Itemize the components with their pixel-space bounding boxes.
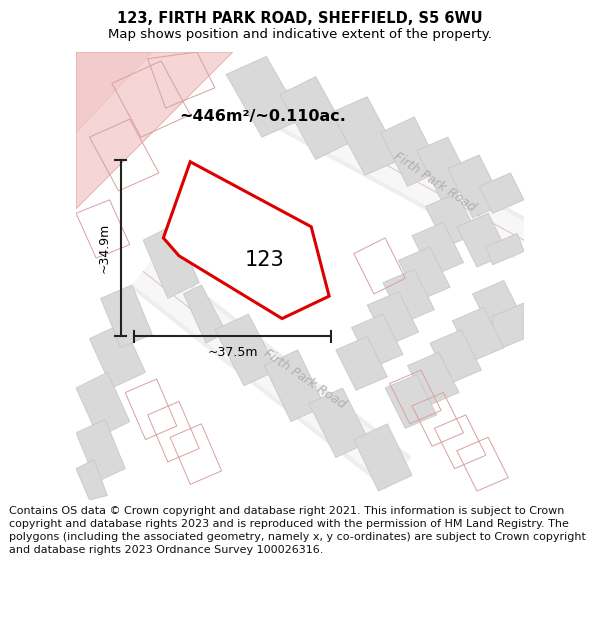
- Polygon shape: [264, 350, 325, 422]
- Polygon shape: [76, 52, 152, 132]
- Polygon shape: [76, 419, 125, 482]
- Text: ~446m²/~0.110ac.: ~446m²/~0.110ac.: [179, 109, 346, 124]
- Text: ~34.9m: ~34.9m: [98, 223, 111, 273]
- Polygon shape: [280, 77, 352, 159]
- Polygon shape: [486, 234, 524, 265]
- Polygon shape: [163, 162, 329, 319]
- Polygon shape: [76, 372, 130, 438]
- Polygon shape: [76, 52, 233, 209]
- Text: ~37.5m: ~37.5m: [208, 346, 258, 359]
- Polygon shape: [331, 97, 401, 175]
- Polygon shape: [407, 352, 459, 406]
- Polygon shape: [336, 336, 388, 390]
- Text: 123: 123: [244, 251, 284, 271]
- Polygon shape: [101, 285, 152, 348]
- Polygon shape: [457, 213, 508, 267]
- Polygon shape: [412, 222, 464, 276]
- Polygon shape: [143, 224, 199, 298]
- Polygon shape: [385, 374, 437, 428]
- Polygon shape: [383, 269, 434, 323]
- Polygon shape: [89, 323, 145, 388]
- Polygon shape: [76, 459, 107, 500]
- Text: Map shows position and indicative extent of the property.: Map shows position and indicative extent…: [108, 28, 492, 41]
- Polygon shape: [226, 56, 302, 137]
- Polygon shape: [380, 117, 441, 186]
- Polygon shape: [430, 330, 481, 384]
- Polygon shape: [448, 155, 504, 218]
- Polygon shape: [479, 173, 524, 213]
- Polygon shape: [398, 247, 450, 301]
- Polygon shape: [425, 193, 477, 247]
- Text: Firth Park Road: Firth Park Road: [261, 347, 348, 411]
- Text: Contains OS data © Crown copyright and database right 2021. This information is : Contains OS data © Crown copyright and d…: [9, 506, 586, 555]
- Text: 123, FIRTH PARK ROAD, SHEFFIELD, S5 6WU: 123, FIRTH PARK ROAD, SHEFFIELD, S5 6WU: [117, 11, 483, 26]
- Polygon shape: [416, 137, 472, 200]
- Polygon shape: [354, 424, 412, 491]
- Text: Firth Park Road: Firth Park Road: [391, 150, 478, 214]
- Polygon shape: [184, 285, 226, 343]
- Polygon shape: [452, 308, 504, 361]
- Polygon shape: [352, 314, 403, 368]
- Polygon shape: [215, 314, 278, 386]
- Polygon shape: [309, 388, 370, 458]
- Polygon shape: [367, 292, 419, 346]
- Polygon shape: [472, 281, 524, 334]
- Polygon shape: [493, 303, 524, 352]
